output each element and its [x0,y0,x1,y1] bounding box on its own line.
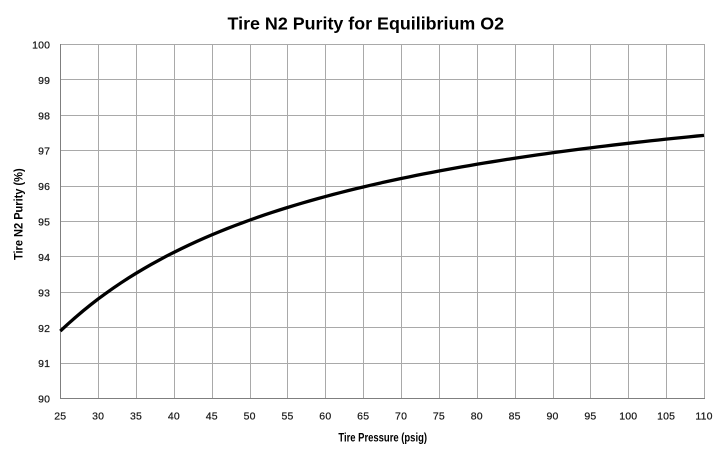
svg-text:91: 91 [38,358,50,370]
svg-text:105: 105 [657,410,675,422]
svg-text:30: 30 [92,410,104,422]
svg-text:40: 40 [168,410,180,422]
svg-text:70: 70 [395,410,407,422]
svg-text:90: 90 [38,394,50,406]
svg-text:92: 92 [38,323,50,335]
svg-text:98: 98 [38,110,50,122]
svg-text:45: 45 [206,410,218,422]
svg-text:85: 85 [509,410,521,422]
svg-text:93: 93 [38,287,50,299]
svg-text:50: 50 [244,410,256,422]
svg-text:100: 100 [619,410,637,422]
svg-text:60: 60 [319,410,331,422]
svg-text:80: 80 [471,410,483,422]
svg-text:Tire N2 Purity (%): Tire N2 Purity (%) [12,168,26,260]
svg-text:25: 25 [54,410,66,422]
svg-text:75: 75 [433,410,445,422]
svg-text:99: 99 [38,75,50,87]
svg-text:Tire Pressure (psig): Tire Pressure (psig) [338,431,427,445]
svg-text:94: 94 [38,252,50,264]
svg-text:95: 95 [584,410,596,422]
svg-text:100: 100 [32,40,50,52]
svg-text:96: 96 [38,181,50,193]
svg-text:110: 110 [695,410,712,422]
svg-text:97: 97 [38,146,50,158]
svg-text:95: 95 [38,217,50,229]
svg-text:90: 90 [546,410,558,422]
svg-text:Tire N2 Purity for Equilibrium: Tire N2 Purity for Equilibrium O2 [228,14,505,34]
svg-text:65: 65 [357,410,369,422]
svg-text:35: 35 [130,410,142,422]
svg-text:55: 55 [281,410,293,422]
